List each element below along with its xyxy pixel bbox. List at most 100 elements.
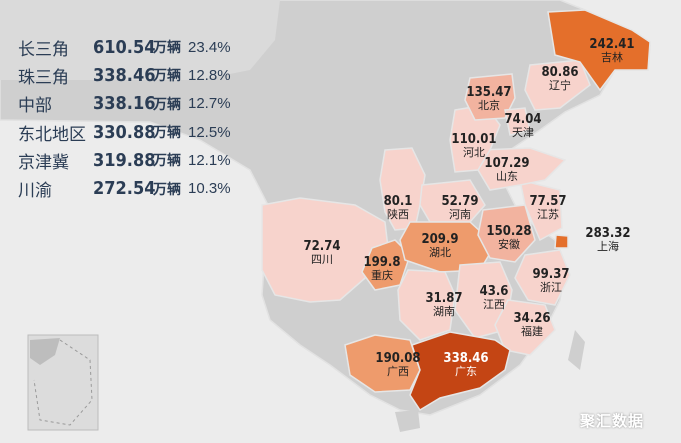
province-name: 浙江 <box>540 282 562 295</box>
legend-region-value: 330.88 <box>93 121 156 143</box>
legend-unit: 万辆 <box>153 67 181 84</box>
label-anhui: 150.28 安徽 <box>486 224 532 252</box>
legend-percent: 12.5% <box>188 123 231 141</box>
province-name: 陕西 <box>386 209 409 222</box>
label-jiangxi: 43.6 江西 <box>479 284 509 312</box>
province-value: 150.28 <box>486 224 532 239</box>
legend-row-central: 中部 338.16 万辆 12.7% <box>18 90 278 118</box>
label-sichuan: 72.74 四川 <box>303 239 341 267</box>
label-hubei: 209.9 湖北 <box>421 232 459 260</box>
legend-region-name: 中部 <box>18 96 52 116</box>
province-value: 52.79 <box>441 194 479 209</box>
legend-region-value: 338.16 <box>93 93 156 115</box>
province-hunan <box>397 269 456 341</box>
legend-percent: 12.7% <box>188 95 231 113</box>
province-name: 河南 <box>449 209 471 222</box>
province-value: 209.9 <box>421 232 459 247</box>
inset-dashline <box>33 339 93 426</box>
hainan-shape <box>395 410 420 432</box>
label-hebei: 110.01 河北 <box>451 132 497 159</box>
province-name: 吉林 <box>600 52 623 65</box>
legend-unit: 万辆 <box>153 39 181 56</box>
legend-region-value: 338.46 <box>93 64 156 86</box>
legend-region-name: 川渝 <box>18 181 52 201</box>
province-value: 110.01 <box>451 132 497 147</box>
label-tianjin: 74.04 天津 <box>504 112 542 139</box>
label-chongqing: 199.8 重庆 <box>363 255 401 283</box>
province-value: 34.26 <box>513 311 551 326</box>
legend-row-northeast: 东北地区 330.88 万辆 12.5% <box>18 118 278 146</box>
province-value: 283.32 <box>585 226 631 241</box>
province-name: 四川 <box>311 254 333 267</box>
label-zhejiang: 99.37 浙江 <box>532 267 570 295</box>
province-name: 安徽 <box>497 239 520 252</box>
legend-region-name: 京津冀 <box>18 152 69 172</box>
legend-region-name: 珠三角 <box>18 67 69 87</box>
province-name: 辽宁 <box>549 80 571 93</box>
province-value: 190.08 <box>375 351 421 366</box>
province-value: 80.86 <box>541 65 579 80</box>
province-value: 74.04 <box>504 112 542 127</box>
province-name: 重庆 <box>371 270 393 283</box>
province-value: 77.57 <box>529 194 567 209</box>
province-tianjin <box>504 107 531 136</box>
label-beijing: 135.47 北京 <box>466 85 512 113</box>
legend-row-jingjinji: 京津冀 319.88 万辆 12.1% <box>18 146 278 174</box>
province-name: 湖南 <box>433 306 455 319</box>
region-legend: 长三角 610.54 万辆 23.4% 珠三角 338.46 万辆 12.8% … <box>18 33 278 203</box>
label-hunan: 31.87 湖南 <box>425 291 463 319</box>
label-guangdong: 338.46 广东 <box>443 351 489 379</box>
province-beijing <box>464 73 516 121</box>
legend-region-name: 长三角 <box>18 39 69 59</box>
province-value: 72.74 <box>303 239 341 254</box>
label-guangxi: 190.08 广西 <box>375 351 421 379</box>
legend-unit: 万辆 <box>153 124 181 141</box>
south-sea-inset <box>27 334 99 431</box>
province-name: 江苏 <box>537 209 559 222</box>
province-guangdong <box>409 331 511 412</box>
province-jiangsu <box>519 178 563 242</box>
province-name: 北京 <box>477 100 500 113</box>
province-value: 43.6 <box>479 284 509 299</box>
province-value: 31.87 <box>425 291 463 306</box>
province-name: 广西 <box>386 366 409 379</box>
neighbor-region <box>0 0 280 80</box>
province-name: 湖北 <box>429 247 451 260</box>
legend-percent: 12.8% <box>188 66 231 84</box>
legend-percent: 23.4% <box>188 38 231 56</box>
legend-row-pearl-delta: 珠三角 338.46 万辆 12.8% <box>18 61 278 89</box>
label-jiangsu: 77.57 江苏 <box>529 194 567 222</box>
province-value: 107.29 <box>484 156 530 171</box>
province-value: 242.41 <box>589 37 635 52</box>
province-value: 338.46 <box>443 351 489 366</box>
legend-region-name: 东北地区 <box>18 124 86 144</box>
legend-percent: 10.3% <box>188 180 231 198</box>
province-value: 99.37 <box>532 267 570 282</box>
province-name: 江西 <box>482 299 505 312</box>
label-jilin: 242.41 吉林 <box>589 37 635 65</box>
province-shandong <box>477 147 567 191</box>
province-zhejiang <box>514 249 571 306</box>
legend-percent: 12.1% <box>188 151 231 169</box>
province-name: 上海 <box>596 241 619 254</box>
legend-unit: 万辆 <box>153 95 181 112</box>
legend-unit: 万辆 <box>153 152 181 169</box>
label-shanghai: 283.32 上海 <box>585 226 631 254</box>
legend-region-value: 610.54 <box>93 36 156 58</box>
legend-unit: 万辆 <box>153 180 181 197</box>
legend-region-value: 272.54 <box>93 178 156 200</box>
label-shaanxi: 80.1 陕西 <box>384 194 413 222</box>
legend-row-yangtze-delta: 长三角 610.54 万辆 23.4% <box>18 33 278 61</box>
province-value: 135.47 <box>466 85 512 100</box>
label-liaoning: 80.86 辽宁 <box>541 65 579 93</box>
province-name: 山东 <box>495 171 518 184</box>
province-value: 199.8 <box>363 255 401 270</box>
legend-region-value: 319.88 <box>93 149 156 171</box>
inset-coast <box>30 338 60 365</box>
province-name: 广东 <box>454 366 477 379</box>
label-shandong: 107.29 山东 <box>484 156 530 184</box>
watermark-logo: 聚汇数据 <box>580 413 645 430</box>
label-fujian: 34.26 福建 <box>513 311 551 338</box>
